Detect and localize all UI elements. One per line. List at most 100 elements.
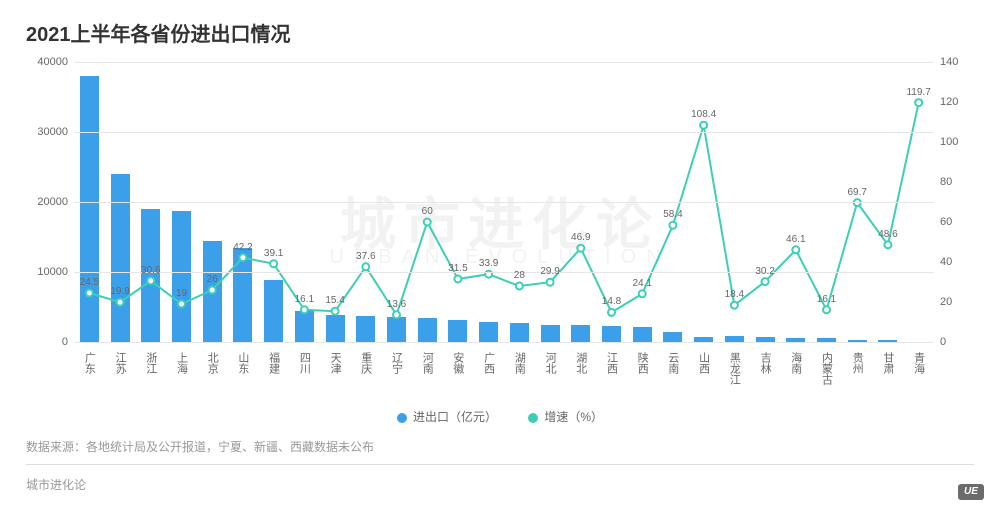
line-value-label: 60 — [422, 206, 433, 217]
x-tick-label: 辽宁 — [389, 352, 405, 374]
x-tick-label: 青海 — [911, 352, 927, 374]
y-left-tick: 20000 — [37, 196, 74, 208]
legend-item-line: 增速（%） — [528, 408, 603, 425]
line-value-label: 39.1 — [264, 248, 283, 259]
line-marker — [762, 278, 769, 285]
x-tick-label: 浙江 — [143, 352, 159, 374]
line-marker — [516, 283, 523, 290]
line-marker — [362, 263, 369, 270]
x-axis-labels: 广东江苏浙江上海北京山东福建四川天津重庆辽宁河南安徽广西湖南河北湖北江西陕西云南… — [74, 344, 934, 404]
legend-swatch-bars — [397, 413, 407, 423]
line-value-label: 29.9 — [540, 266, 559, 277]
y-right-tick: 60 — [934, 216, 952, 228]
x-tick-label: 河南 — [419, 352, 435, 374]
x-tick-label: 甘肃 — [880, 352, 896, 374]
line-value-label: 31.5 — [448, 263, 467, 274]
line-value-label: 16.1 — [817, 294, 836, 305]
line-marker — [147, 277, 154, 284]
line-marker — [117, 299, 124, 306]
y-left-tick: 0 — [62, 336, 74, 348]
x-tick-label: 贵州 — [849, 352, 865, 374]
line-value-label: 33.9 — [479, 258, 498, 269]
line-marker — [547, 279, 554, 286]
legend-item-bars: 进出口（亿元） — [397, 408, 497, 425]
x-tick-label: 湖南 — [511, 352, 527, 374]
y-left-tick: 10000 — [37, 266, 74, 278]
line-value-label: 46.9 — [571, 232, 590, 243]
x-tick-label: 黑龙江 — [726, 352, 742, 385]
footnote-source: 数据来源：各地统计局及公开报道，宁夏、新疆、西藏数据未公布 — [26, 438, 374, 455]
x-tick-label: 重庆 — [358, 352, 374, 374]
line-value-label: 16.1 — [295, 294, 314, 305]
gridline — [74, 62, 934, 63]
line-marker — [731, 302, 738, 309]
y-left-tick: 40000 — [37, 56, 74, 68]
x-tick-label: 福建 — [266, 352, 282, 374]
x-tick-label: 天津 — [327, 352, 343, 374]
line-marker — [884, 241, 891, 248]
line-value-label: 15.4 — [325, 295, 344, 306]
x-tick-label: 吉林 — [757, 352, 773, 374]
x-tick-label: 广东 — [81, 352, 97, 374]
x-tick-label: 安徽 — [450, 352, 466, 374]
line-marker — [915, 99, 922, 106]
line-value-label: 37.6 — [356, 251, 375, 262]
line-marker — [270, 260, 277, 267]
line-value-label: 28 — [514, 270, 525, 281]
y-right-tick: 0 — [934, 336, 946, 348]
line-marker — [792, 246, 799, 253]
line-value-label: 26 — [207, 274, 218, 285]
line-marker — [86, 290, 93, 297]
gridline — [74, 132, 934, 133]
line-value-label: 24.5 — [80, 277, 99, 288]
y-right-tick: 20 — [934, 296, 952, 308]
x-tick-label: 北京 — [204, 352, 220, 374]
line-marker — [454, 276, 461, 283]
line-value-label: 19.9 — [110, 286, 129, 297]
line-value-label: 48.6 — [878, 229, 897, 240]
line-value-label: 19 — [176, 288, 187, 299]
legend-label-line: 增速（%） — [544, 410, 603, 424]
x-tick-label: 内蒙古 — [819, 352, 835, 385]
gridline — [74, 202, 934, 203]
x-tick-label: 山东 — [235, 352, 251, 374]
x-tick-label: 陕西 — [634, 352, 650, 374]
line-marker — [577, 245, 584, 252]
line-value-label: 13.6 — [387, 299, 406, 310]
gridline — [74, 272, 934, 273]
line-marker — [301, 306, 308, 313]
divider — [26, 464, 974, 465]
line-marker — [424, 219, 431, 226]
line-marker — [608, 309, 615, 316]
line-value-label: 108.4 — [691, 109, 716, 120]
y-right-tick: 140 — [934, 56, 958, 68]
x-tick-label: 河北 — [542, 352, 558, 374]
x-tick-label: 江苏 — [112, 352, 128, 374]
legend: 进出口（亿元） 增速（%） — [0, 408, 1000, 425]
plot-area: 0100002000030000400000204060801001201402… — [74, 62, 934, 342]
footnote-brand: 城市进化论 — [26, 476, 86, 493]
brand-badge: UE — [958, 484, 984, 500]
chart-title: 2021上半年各省份进出口情况 — [0, 0, 1000, 47]
line-marker — [332, 308, 339, 315]
y-left-tick: 30000 — [37, 126, 74, 138]
line-marker — [209, 287, 216, 294]
line-value-label: 119.7 — [906, 87, 930, 98]
line-value-label: 30.6 — [141, 265, 160, 276]
y-right-tick: 120 — [934, 96, 958, 108]
legend-swatch-line — [528, 413, 538, 423]
line-value-label: 14.8 — [602, 296, 621, 307]
line-value-label: 42.2 — [233, 242, 252, 253]
line-value-label: 24.1 — [632, 278, 651, 289]
x-tick-label: 云南 — [665, 352, 681, 374]
line-marker — [700, 122, 707, 129]
x-tick-label: 江西 — [604, 352, 620, 374]
x-tick-label: 广西 — [481, 352, 497, 374]
line-marker — [639, 290, 646, 297]
x-tick-label: 海南 — [788, 352, 804, 374]
y-right-tick: 40 — [934, 256, 952, 268]
line-value-label: 46.1 — [786, 234, 805, 245]
line-marker — [823, 306, 830, 313]
x-tick-label: 湖北 — [573, 352, 589, 374]
line-marker — [239, 254, 246, 261]
